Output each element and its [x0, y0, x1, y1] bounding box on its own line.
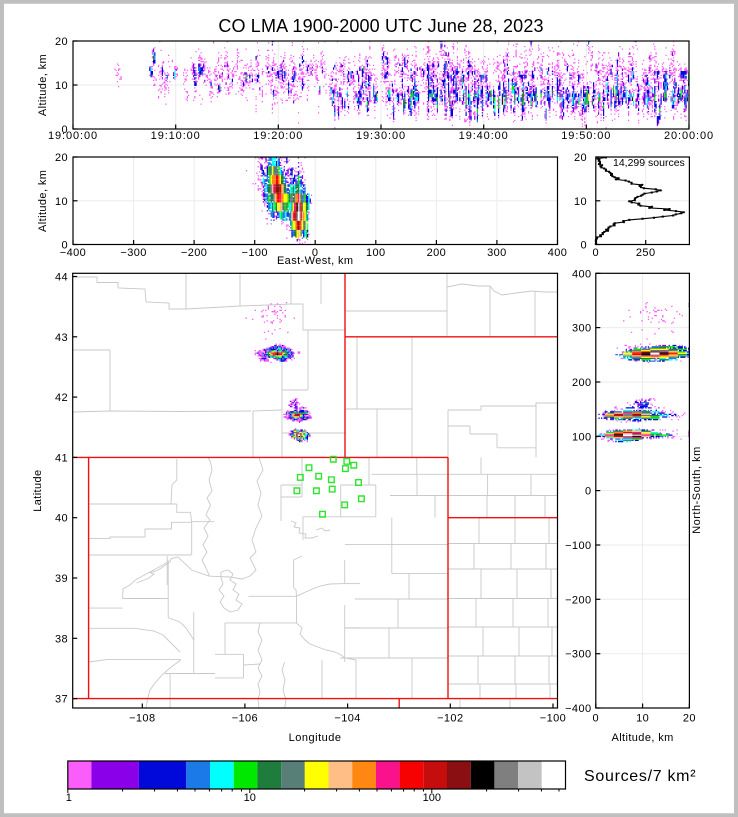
svg-text:20: 20 — [55, 152, 68, 164]
svg-text:10: 10 — [55, 196, 68, 208]
svg-text:19:30:00: 19:30:00 — [356, 130, 406, 142]
svg-text:10: 10 — [244, 792, 256, 804]
svg-text:100: 100 — [366, 247, 386, 259]
svg-text:40: 40 — [55, 513, 68, 525]
svg-text:10: 10 — [55, 80, 68, 92]
svg-text:−102: −102 — [437, 713, 463, 725]
svg-text:Sources/7 km²: Sources/7 km² — [584, 768, 696, 785]
svg-text:100: 100 — [572, 431, 592, 443]
svg-text:200: 200 — [427, 247, 447, 259]
svg-text:38: 38 — [55, 633, 68, 645]
svg-text:19:50:00: 19:50:00 — [561, 130, 611, 142]
svg-text:−300: −300 — [565, 649, 591, 661]
svg-text:CO LMA 1900-2000 UTC June 28,: CO LMA 1900-2000 UTC June 28, 2023 — [218, 16, 543, 36]
svg-text:−300: −300 — [120, 247, 146, 259]
svg-text:North-South, km: North-South, km — [691, 446, 703, 534]
svg-text:43: 43 — [55, 332, 68, 344]
svg-text:East-West, km: East-West, km — [277, 255, 354, 267]
svg-text:19:00:00: 19:00:00 — [48, 130, 98, 142]
svg-text:20: 20 — [574, 152, 587, 164]
svg-text:0: 0 — [593, 713, 600, 725]
svg-text:0: 0 — [312, 247, 319, 259]
svg-text:Longitude: Longitude — [289, 732, 342, 744]
svg-text:1: 1 — [66, 792, 72, 804]
svg-text:Altitude, km: Altitude, km — [37, 170, 49, 232]
svg-text:−200: −200 — [565, 594, 591, 606]
svg-text:44: 44 — [55, 272, 68, 284]
svg-text:42: 42 — [55, 392, 68, 404]
svg-text:−400: −400 — [60, 247, 86, 259]
svg-text:200: 200 — [572, 377, 592, 389]
svg-text:100: 100 — [423, 792, 441, 804]
svg-text:−106: −106 — [232, 713, 258, 725]
svg-text:14,299 sources: 14,299 sources — [613, 157, 685, 169]
svg-text:10: 10 — [636, 713, 649, 725]
svg-text:20: 20 — [55, 36, 68, 48]
svg-text:41: 41 — [55, 452, 68, 464]
svg-text:−104: −104 — [334, 713, 360, 725]
svg-text:Latitude: Latitude — [32, 469, 44, 511]
svg-text:19:20:00: 19:20:00 — [253, 130, 303, 142]
svg-text:0: 0 — [585, 486, 592, 498]
svg-text:400: 400 — [572, 268, 592, 280]
svg-text:0: 0 — [61, 240, 68, 252]
svg-text:20: 20 — [683, 713, 696, 725]
svg-text:0: 0 — [580, 240, 587, 252]
svg-text:300: 300 — [487, 247, 507, 259]
svg-text:−200: −200 — [181, 247, 207, 259]
svg-text:39: 39 — [55, 573, 68, 585]
svg-text:−100: −100 — [242, 247, 268, 259]
svg-text:37: 37 — [55, 694, 68, 706]
svg-text:10: 10 — [574, 196, 587, 208]
svg-text:0: 0 — [61, 124, 68, 136]
svg-text:Altitude, km: Altitude, km — [37, 54, 49, 116]
svg-text:Altitude, km: Altitude, km — [611, 732, 673, 744]
svg-text:250: 250 — [636, 247, 656, 259]
svg-text:−400: −400 — [565, 703, 591, 715]
svg-text:−100: −100 — [540, 713, 566, 725]
svg-text:−108: −108 — [129, 713, 155, 725]
svg-text:−100: −100 — [565, 540, 591, 552]
svg-text:20:00:00: 20:00:00 — [664, 130, 714, 142]
svg-text:19:40:00: 19:40:00 — [459, 130, 509, 142]
svg-text:19:10:00: 19:10:00 — [151, 130, 201, 142]
svg-text:300: 300 — [572, 323, 592, 335]
svg-text:0: 0 — [593, 247, 600, 259]
svg-text:400: 400 — [548, 247, 568, 259]
